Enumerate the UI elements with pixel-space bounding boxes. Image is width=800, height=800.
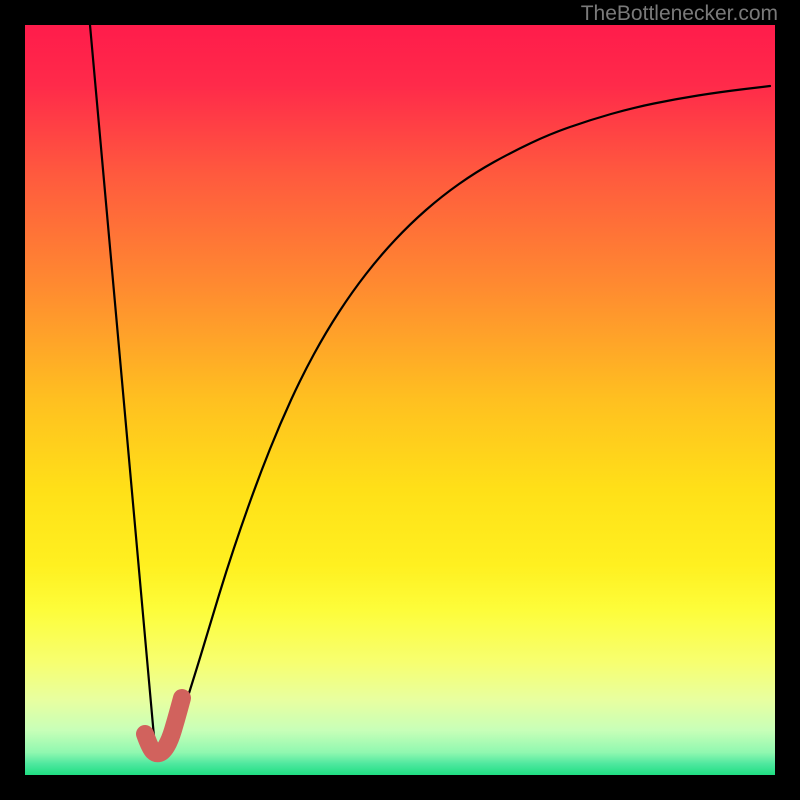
watermark-text: TheBottlenecker.com	[581, 2, 778, 26]
gradient-plot-area	[25, 25, 775, 775]
